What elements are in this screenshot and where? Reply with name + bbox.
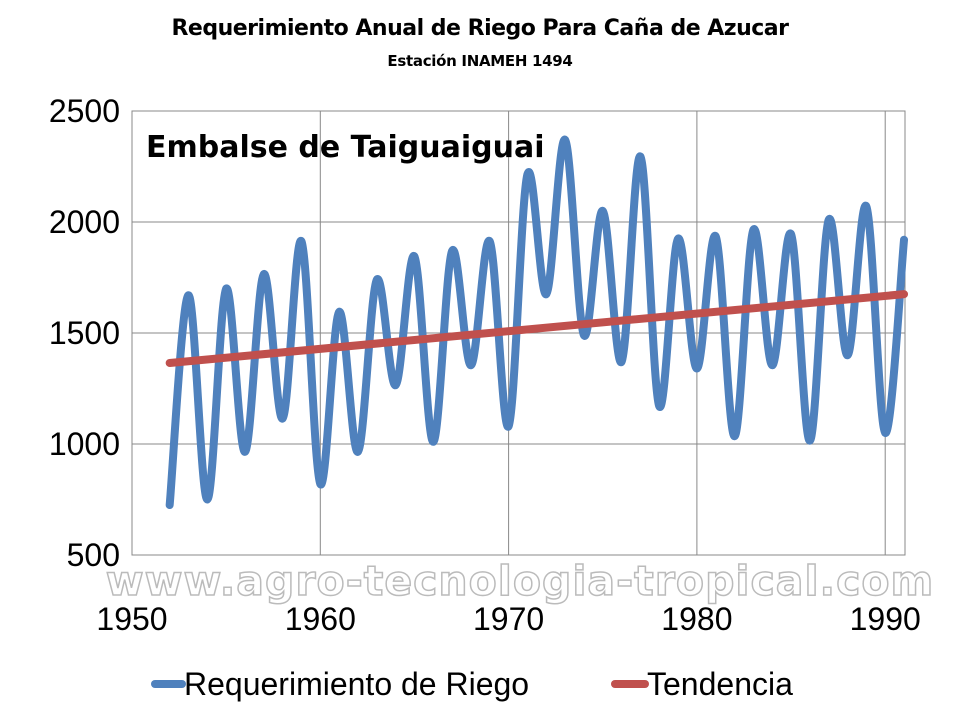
annotation-label: Embalse de Taiguaiguai	[146, 130, 545, 165]
y-tick-label: 2500	[49, 93, 120, 129]
series-line-requerimiento	[165, 135, 909, 510]
x-tick-label: 1980	[661, 601, 732, 637]
x-tick-label: 1960	[285, 601, 356, 637]
legend-label-tendencia: Tendencia	[647, 666, 793, 702]
legend-label-riego: Requerimiento de Riego	[184, 666, 529, 702]
x-tick-label: 1990	[850, 601, 921, 637]
x-tick-label: 1970	[473, 601, 544, 637]
chart-title: Requerimiento Anual de Riego Para Caña d…	[171, 16, 789, 41]
y-tick-label: 2000	[49, 204, 120, 240]
y-tick-label: 1000	[49, 426, 120, 462]
y-tick-label: 500	[67, 537, 120, 573]
x-tick-label: 1950	[96, 601, 167, 637]
series-line-tendencia	[165, 290, 909, 367]
chart-subtitle: Estación INAMEH 1494	[387, 52, 573, 70]
watermark: www.agro-tecnologia-tropical.com	[106, 557, 935, 605]
y-tick-label: 1500	[49, 315, 120, 351]
